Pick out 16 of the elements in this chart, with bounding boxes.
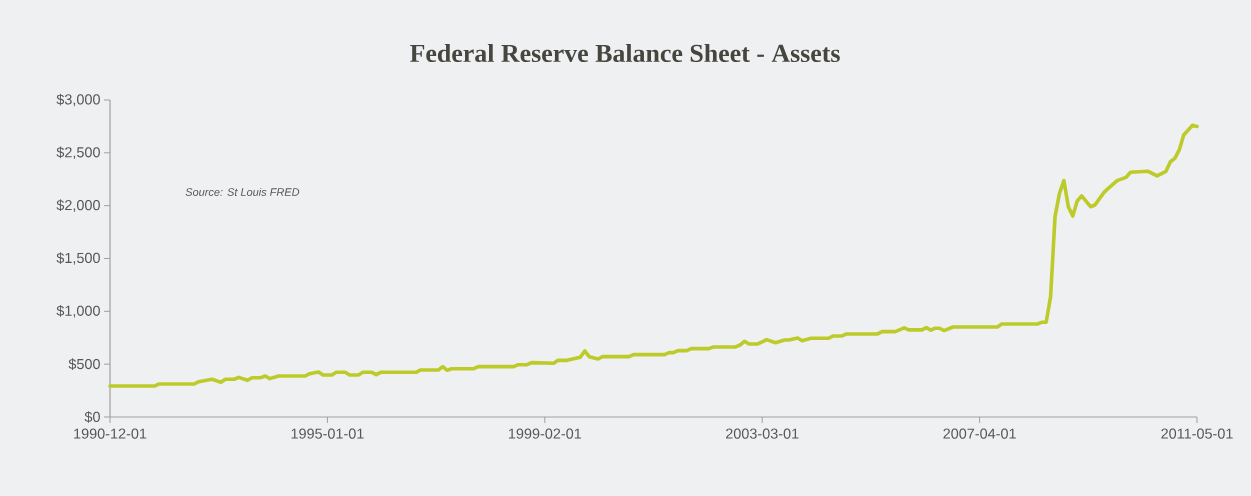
y-tick-label: $2,000 [56, 199, 100, 212]
y-tick-label: $1,500 [56, 252, 100, 265]
x-tick-label: 1995-01-01 [291, 428, 364, 439]
y-tick-label: $3,000 [56, 93, 100, 107]
x-tick-label: 2011-05-01 [1161, 428, 1233, 439]
chart-title: Federal Reserve Balance Sheet - Assets [410, 43, 840, 63]
y-tick-label: $0 [84, 411, 100, 423]
x-tick-label: 2003-03-01 [725, 428, 799, 439]
x-tick-label: 2007-04-01 [943, 428, 1016, 439]
y-tick-label: $500 [68, 358, 100, 370]
x-tick-label: 1999-02-01 [508, 428, 582, 439]
line-series [108, 123, 1199, 388]
x-tick-label: 1990-12-01 [74, 428, 147, 439]
y-tick-label: $1,000 [56, 305, 100, 318]
y-tick-label: $2,500 [56, 146, 100, 160]
annotation: Source: St Louis FRED [185, 187, 300, 196]
